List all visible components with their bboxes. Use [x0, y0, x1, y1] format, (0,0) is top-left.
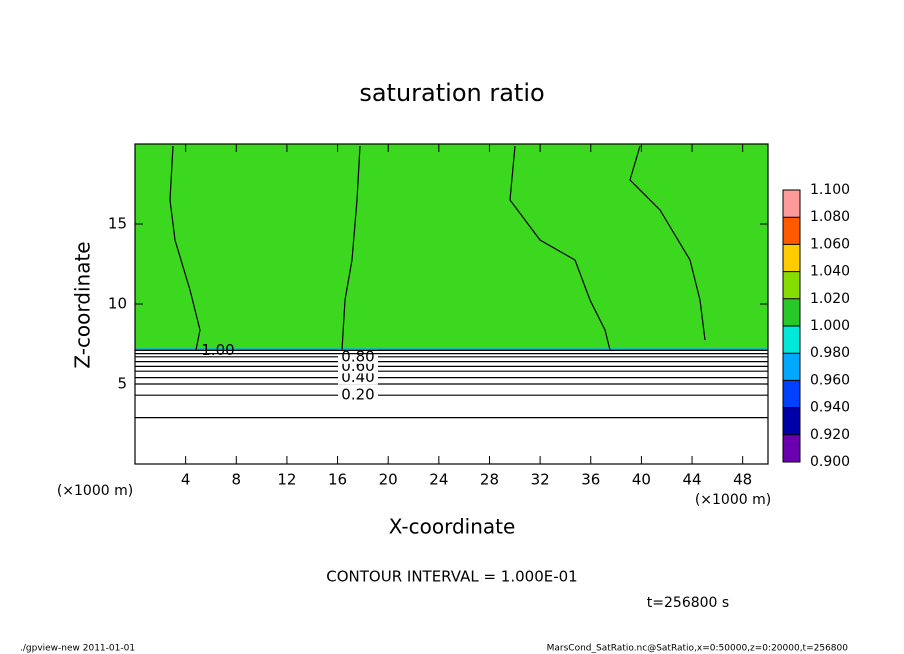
- x-tick-label: 4: [181, 471, 191, 489]
- colorbar-bin: [783, 380, 800, 408]
- colorbar-bin: [783, 190, 800, 218]
- x-tick-label: 12: [277, 471, 296, 489]
- x-tick-label: 32: [531, 471, 550, 489]
- colorbar-bin: [783, 217, 800, 245]
- time-label: t=256800 s: [647, 595, 729, 611]
- colorbar-tick-label: 1.060: [810, 236, 850, 252]
- x-tick-label: 40: [632, 471, 651, 489]
- contour-line: [509, 145, 611, 351]
- x-tick-label: 48: [733, 471, 752, 489]
- x-tick-label: 24: [429, 471, 448, 489]
- colorbar-tick-label: 0.940: [810, 400, 850, 416]
- contour-label: 0.20: [341, 386, 374, 404]
- colorbar-bin: [783, 326, 800, 354]
- x-tick-label: 20: [379, 471, 398, 489]
- colorbar-tick-label: 1.040: [810, 264, 850, 280]
- contour-label: 0.80: [341, 347, 374, 365]
- colorbar-bin: [783, 434, 800, 462]
- colorbar-bin: [783, 271, 800, 299]
- colorbar-tick-label: 0.980: [810, 345, 850, 361]
- contour-label-bg: [338, 388, 378, 403]
- y-tick-label: 10: [108, 295, 127, 313]
- footer-left: ./gpview-new 2011-01-01: [20, 644, 135, 654]
- colorbar-tick-label: 0.900: [810, 454, 850, 470]
- x-tick-label: 8: [232, 471, 242, 489]
- colorbar-bin: [783, 298, 800, 326]
- x-unit: (×1000 m): [57, 483, 133, 499]
- contour-line: [169, 145, 201, 351]
- y-axis-label: Z-coordinate: [71, 241, 95, 368]
- colorbar-tick-label: 1.020: [810, 291, 850, 307]
- colorbar-bin: [783, 407, 800, 435]
- contour-line: [629, 145, 706, 341]
- y-tick-label: 5: [117, 375, 127, 393]
- x-tick-label: 16: [328, 471, 347, 489]
- contour-label: 1.00: [201, 341, 234, 359]
- y-tick-label: 15: [108, 215, 127, 233]
- colorbar-tick-label: 1.000: [810, 318, 850, 334]
- contour-interval: CONTOUR INTERVAL = 1.000E-01: [326, 568, 577, 586]
- colorbar-tick-label: 0.920: [810, 427, 850, 443]
- x-axis-label: X-coordinate: [389, 515, 516, 539]
- x-tick-label: 44: [682, 471, 701, 489]
- contour-label-bg: [338, 370, 378, 385]
- contour-line: [341, 145, 361, 351]
- chart-title: saturation ratio: [359, 79, 544, 107]
- colorbar-tick-label: 1.100: [810, 182, 850, 198]
- colorbar-tick-label: 1.080: [810, 209, 850, 225]
- x-tick-label: 28: [480, 471, 499, 489]
- colorbar-bin: [783, 353, 800, 381]
- colorbar-tick-label: 0.960: [810, 372, 850, 388]
- x-tick-label: 36: [581, 471, 600, 489]
- colorbar-bin: [783, 244, 800, 272]
- low-region: [135, 350, 768, 464]
- x-unit: (×1000 m): [695, 492, 771, 508]
- footer-right: MarsCond_SatRatio.nc@SatRatio,x=0:50000,…: [547, 644, 849, 654]
